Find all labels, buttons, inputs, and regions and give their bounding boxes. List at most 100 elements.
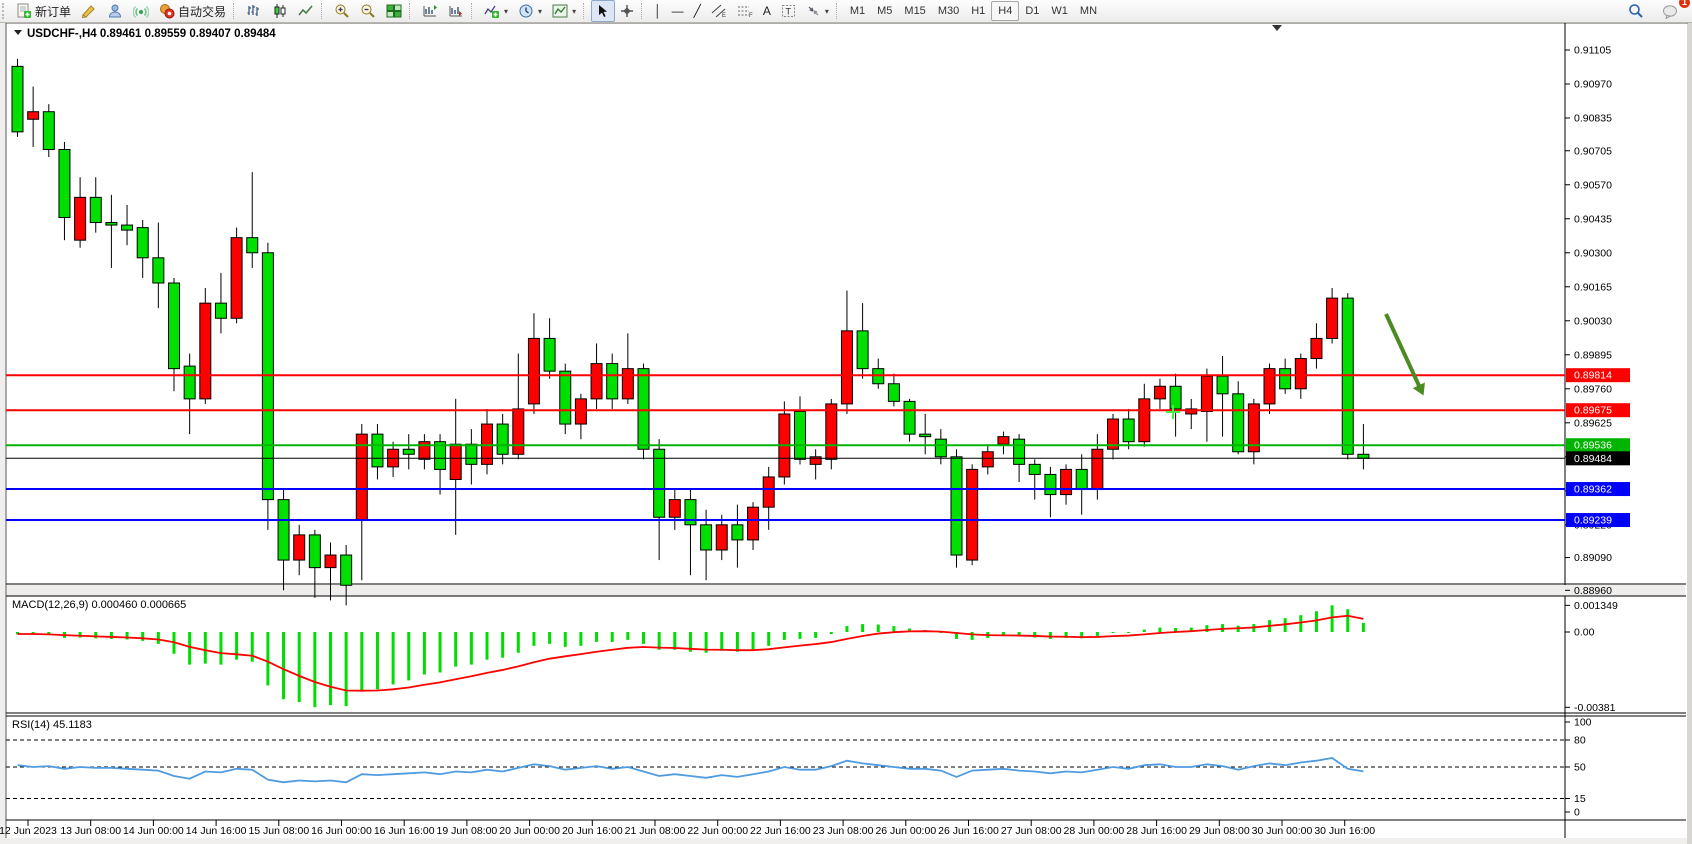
bar-chart-icon — [247, 5, 260, 16]
candlestick-icon — [274, 4, 286, 18]
price-levels-layer — [6, 374, 1565, 522]
plus-marker-annotation[interactable] — [1166, 405, 1180, 419]
candle-bearish — [1075, 468, 1088, 491]
candle-bearish — [308, 534, 321, 569]
notifications-button[interactable]: 1 — [1657, 0, 1690, 22]
timeframe-w1-button[interactable]: W1 — [1051, 5, 1068, 17]
vertical-line-tool-button[interactable]: │ — [649, 0, 667, 22]
separator — [409, 3, 415, 19]
channel-tool-button[interactable]: E — [706, 0, 732, 22]
indicators-button[interactable]: ▾ — [479, 0, 513, 22]
timeframe-m5-button[interactable]: M5 — [877, 5, 893, 17]
notification-badge: 1 — [1679, 0, 1690, 8]
crosshair-tool-button[interactable] — [615, 0, 639, 22]
rsi-pane[interactable]: RSI(14) 45.1183 100 80 50 15 0 — [6, 717, 1592, 819]
time-tick-label: 26 Jun 00:00 — [875, 825, 936, 837]
candle-bearish — [1216, 375, 1229, 395]
price-tick-label: 0.89895 — [1574, 349, 1612, 361]
separator — [321, 3, 327, 19]
arrow-annotation[interactable] — [1384, 313, 1425, 396]
candle-bearish — [11, 65, 24, 133]
level-price-badge — [1566, 368, 1630, 383]
price-tick-label: 0.89625 — [1574, 417, 1612, 429]
timeframe-m1-button[interactable]: M1 — [849, 5, 866, 17]
periods-button[interactable]: ▾ — [513, 0, 547, 22]
price-tick-label: 0.90835 — [1574, 113, 1612, 125]
price-tick-label: 0.90570 — [1574, 179, 1612, 191]
timeframe-mn-button[interactable]: MN — [1079, 5, 1098, 17]
candle-bullish — [418, 441, 431, 460]
bar-chart-mode-button[interactable] — [241, 0, 267, 22]
candle-bearish — [340, 554, 353, 586]
candle-bullish — [527, 337, 540, 405]
candle-bullish — [574, 398, 587, 425]
level-price-text: 0.89484 — [1574, 453, 1612, 465]
price-tick-label: 0.90970 — [1574, 79, 1612, 91]
candle-bearish — [559, 370, 572, 425]
trendline-tool-button[interactable]: ╱ — [689, 0, 706, 22]
zoom-out-button[interactable] — [355, 0, 381, 22]
separator — [471, 3, 477, 19]
new-order-button[interactable]: 新订单 — [11, 0, 76, 22]
time-tick-label: 22 Jun 16:00 — [750, 825, 811, 837]
autotrade-button[interactable]: 自动交易 — [154, 0, 231, 22]
candle-bearish — [856, 330, 869, 370]
line-chart-icon — [298, 5, 313, 16]
candle-bullish — [1091, 448, 1104, 491]
label-tool-button[interactable]: T — [776, 0, 801, 22]
candle-bearish — [606, 363, 619, 400]
timeframe-m15-button[interactable]: M15 — [904, 5, 926, 17]
templates-button[interactable]: ▾ — [547, 0, 581, 22]
candle-bullish — [997, 436, 1010, 445]
time-axis[interactable]: 12 Jun 2023 13 Jun 08:00 14 Jun 00:00 14 Ju… — [0, 820, 1375, 837]
timeframe-h4-button[interactable]: H4 — [991, 1, 1020, 21]
price-tick-label: 0.90435 — [1574, 213, 1612, 225]
price-tick-label: 0.90030 — [1574, 315, 1612, 327]
candle-bullish — [1263, 368, 1276, 405]
tile-windows-button[interactable] — [381, 0, 407, 22]
market-watch-button[interactable] — [76, 0, 102, 22]
search-button[interactable] — [1623, 0, 1649, 22]
rsi-tick-label: 0 — [1574, 807, 1580, 819]
timeframe-m30-button[interactable]: M30 — [937, 5, 960, 17]
candlestick-mode-button[interactable] — [267, 0, 293, 22]
time-tick-label: 27 Jun 08:00 — [1001, 825, 1062, 837]
level-price-text: 0.89814 — [1574, 370, 1612, 382]
time-tick-label: 22 Jun 00:00 — [687, 825, 748, 837]
chart-shift-marker[interactable] — [1272, 25, 1282, 31]
zoom-in-button[interactable] — [329, 0, 355, 22]
auto-scroll-button[interactable] — [443, 0, 469, 22]
candle-bullish — [621, 368, 634, 400]
level-price-text: 0.89239 — [1574, 515, 1612, 527]
chart-shift-button[interactable] — [417, 0, 443, 22]
zoom-out-icon — [361, 4, 375, 18]
arrows-tool-button[interactable]: ▾ — [801, 0, 834, 22]
cursor-tool-button[interactable] — [591, 0, 616, 22]
level-price-badge — [1566, 438, 1630, 453]
price-axis-background[interactable] — [1565, 23, 1687, 838]
fibonacci-tool-button[interactable]: F — [732, 0, 758, 22]
candle-bearish — [637, 368, 650, 450]
profile-button[interactable] — [102, 0, 128, 22]
timeframe-h1-button[interactable]: H1 — [971, 5, 986, 17]
horizontal-line-tool-button[interactable]: — — [667, 0, 689, 22]
line-chart-mode-button[interactable] — [293, 0, 319, 22]
timeframe-d1-button[interactable]: D1 — [1025, 5, 1040, 17]
candle-bearish — [496, 423, 509, 455]
chart-title-group: USDCHF-,H4 0.89461 0.89559 0.89407 0.894… — [14, 28, 276, 40]
text-tool-button[interactable]: A — [758, 0, 776, 22]
time-tick-label: 14 Jun 00:00 — [123, 825, 184, 837]
fibonacci-icon: F — [737, 6, 753, 18]
time-tick-label: 29 Jun 08:00 — [1189, 825, 1250, 837]
chart-title: USDCHF-,H4 0.89461 0.89559 0.89407 0.894… — [27, 28, 276, 40]
price-axis[interactable]: 0.91105 0.90970 0.90835 0.90705 0.90570 0.904… — [1565, 45, 1630, 597]
vertical-line-icon: │ — [654, 4, 662, 18]
candle-bullish — [1294, 358, 1307, 390]
candle-bullish — [590, 363, 603, 400]
collapse-triangle-icon[interactable] — [14, 30, 22, 35]
signal-button[interactable] — [128, 0, 154, 22]
macd-pane[interactable]: MACD(12,26,9) 0.000460 0.000665 0.001349 0… — [12, 599, 1618, 714]
candle-bearish — [543, 337, 556, 372]
